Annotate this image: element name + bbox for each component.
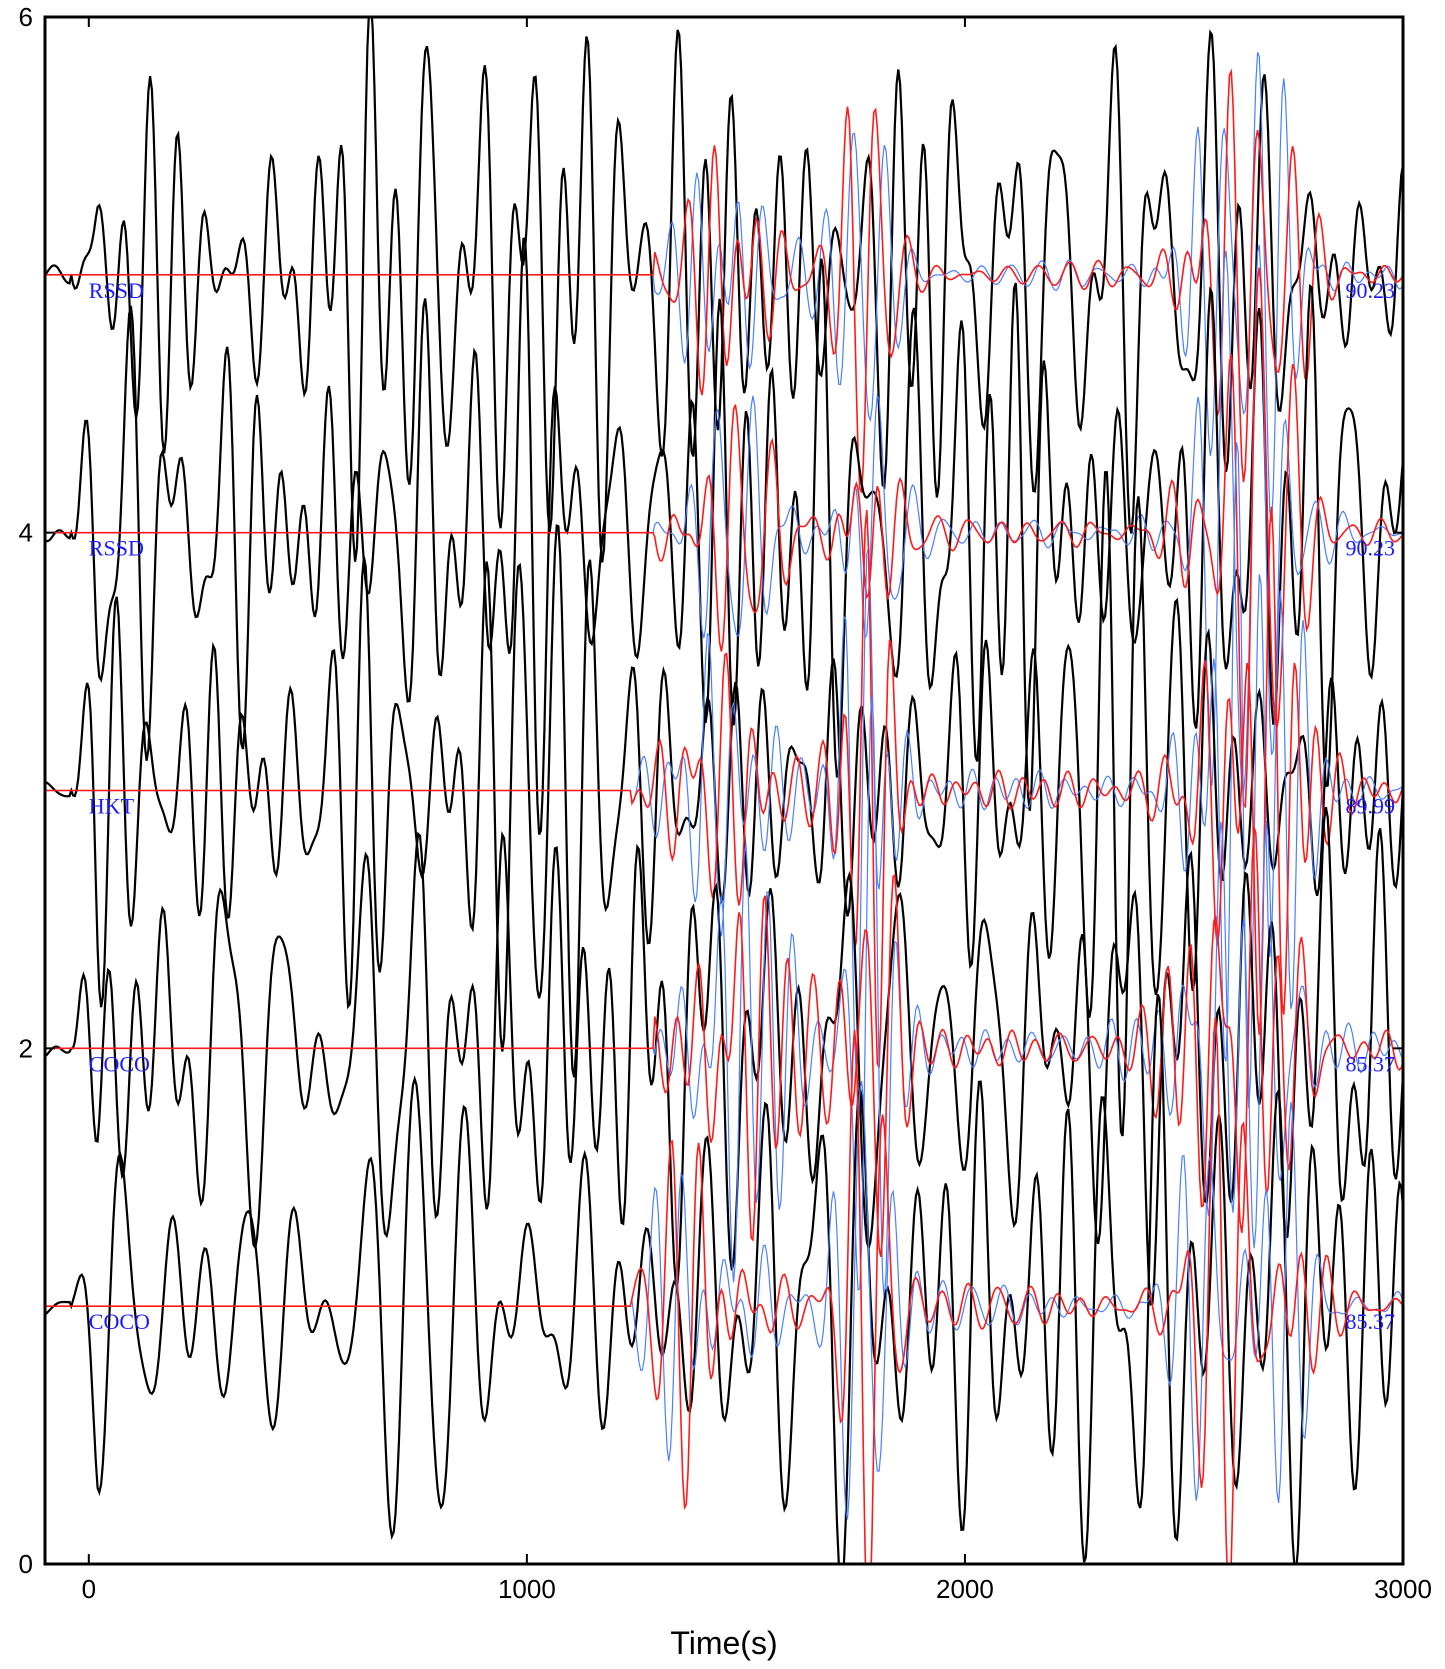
distance-label: 90.23	[1346, 278, 1396, 303]
observed-trace-5	[45, 993, 1403, 1564]
station-label: HKT	[89, 794, 135, 819]
synthetic-trace-red-4	[45, 827, 1403, 1257]
y-tick-label: 6	[19, 2, 33, 32]
y-tick-label: 2	[19, 1033, 33, 1063]
synthetic-trace-red-3	[45, 506, 1403, 1068]
plot-frame	[43, 15, 1405, 1566]
distance-label: 89.99	[1346, 794, 1396, 819]
x-axis-title: Time(s)	[670, 1625, 777, 1661]
x-tick-label: 1000	[498, 1574, 556, 1604]
station-label: COCO	[89, 1309, 150, 1334]
station-label: RSSD	[89, 278, 144, 303]
trace-labels: RSSD 90.23 RSSD 90.23 HKT 89.99 COCO 85.37 COCO 8…	[89, 278, 1395, 1334]
distance-label: 85.37	[1346, 1051, 1396, 1076]
station-label: RSSD	[89, 536, 144, 561]
distance-label: 90.23	[1346, 536, 1396, 561]
y-tick-label: 0	[19, 1549, 33, 1579]
synthetic-trace-red-1	[45, 68, 1403, 493]
distance-label: 85.37	[1346, 1309, 1396, 1334]
station-label: COCO	[89, 1051, 150, 1076]
synthetic-trace-red-5	[45, 1017, 1403, 1564]
synthetic-trace-red-2	[45, 267, 1403, 809]
y-tick-label: 4	[19, 518, 33, 548]
observed-trace-4	[45, 806, 1403, 1306]
plot-area	[45, 17, 1403, 1564]
x-tick-label: 0	[82, 1574, 96, 1604]
x-tick-label: 3000	[1374, 1574, 1432, 1604]
axis-ticks: 0 1000 2000 3000 0 2 4 6	[19, 2, 1432, 1604]
x-tick-label: 2000	[936, 1574, 994, 1604]
